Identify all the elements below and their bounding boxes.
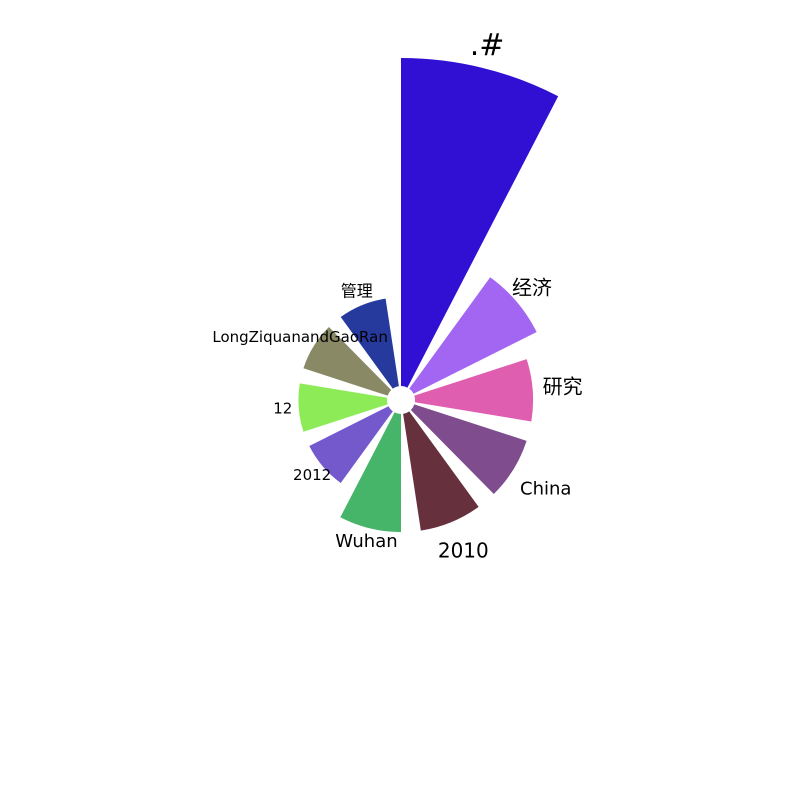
label-category-2: 研究 — [543, 374, 583, 398]
label-wuhan: Wuhan — [335, 531, 397, 552]
label-12: 12 — [273, 399, 292, 417]
bar-12 — [298, 383, 388, 432]
bar-2010 — [403, 411, 479, 531]
bar-category-0 — [401, 58, 559, 388]
bar-category-2 — [414, 359, 534, 422]
bar-category-1 — [409, 277, 537, 394]
label-2012: 2012 — [293, 466, 331, 484]
chart-bars — [298, 58, 559, 533]
label-longziquanandgaoran: LongZiquanandGaoRan — [212, 328, 387, 346]
label-category-0: .# — [470, 28, 505, 63]
label-2010: 2010 — [438, 538, 489, 562]
bar-2012 — [309, 406, 393, 483]
bar-longziquanandgaoran — [303, 327, 392, 396]
label-category-1: 经济 — [512, 275, 552, 299]
label-china: China — [520, 478, 571, 499]
bar-china — [410, 404, 527, 494]
bar-category-9 — [340, 298, 399, 389]
label-category-9: 管理 — [341, 282, 373, 301]
bar-wuhan — [340, 412, 401, 533]
